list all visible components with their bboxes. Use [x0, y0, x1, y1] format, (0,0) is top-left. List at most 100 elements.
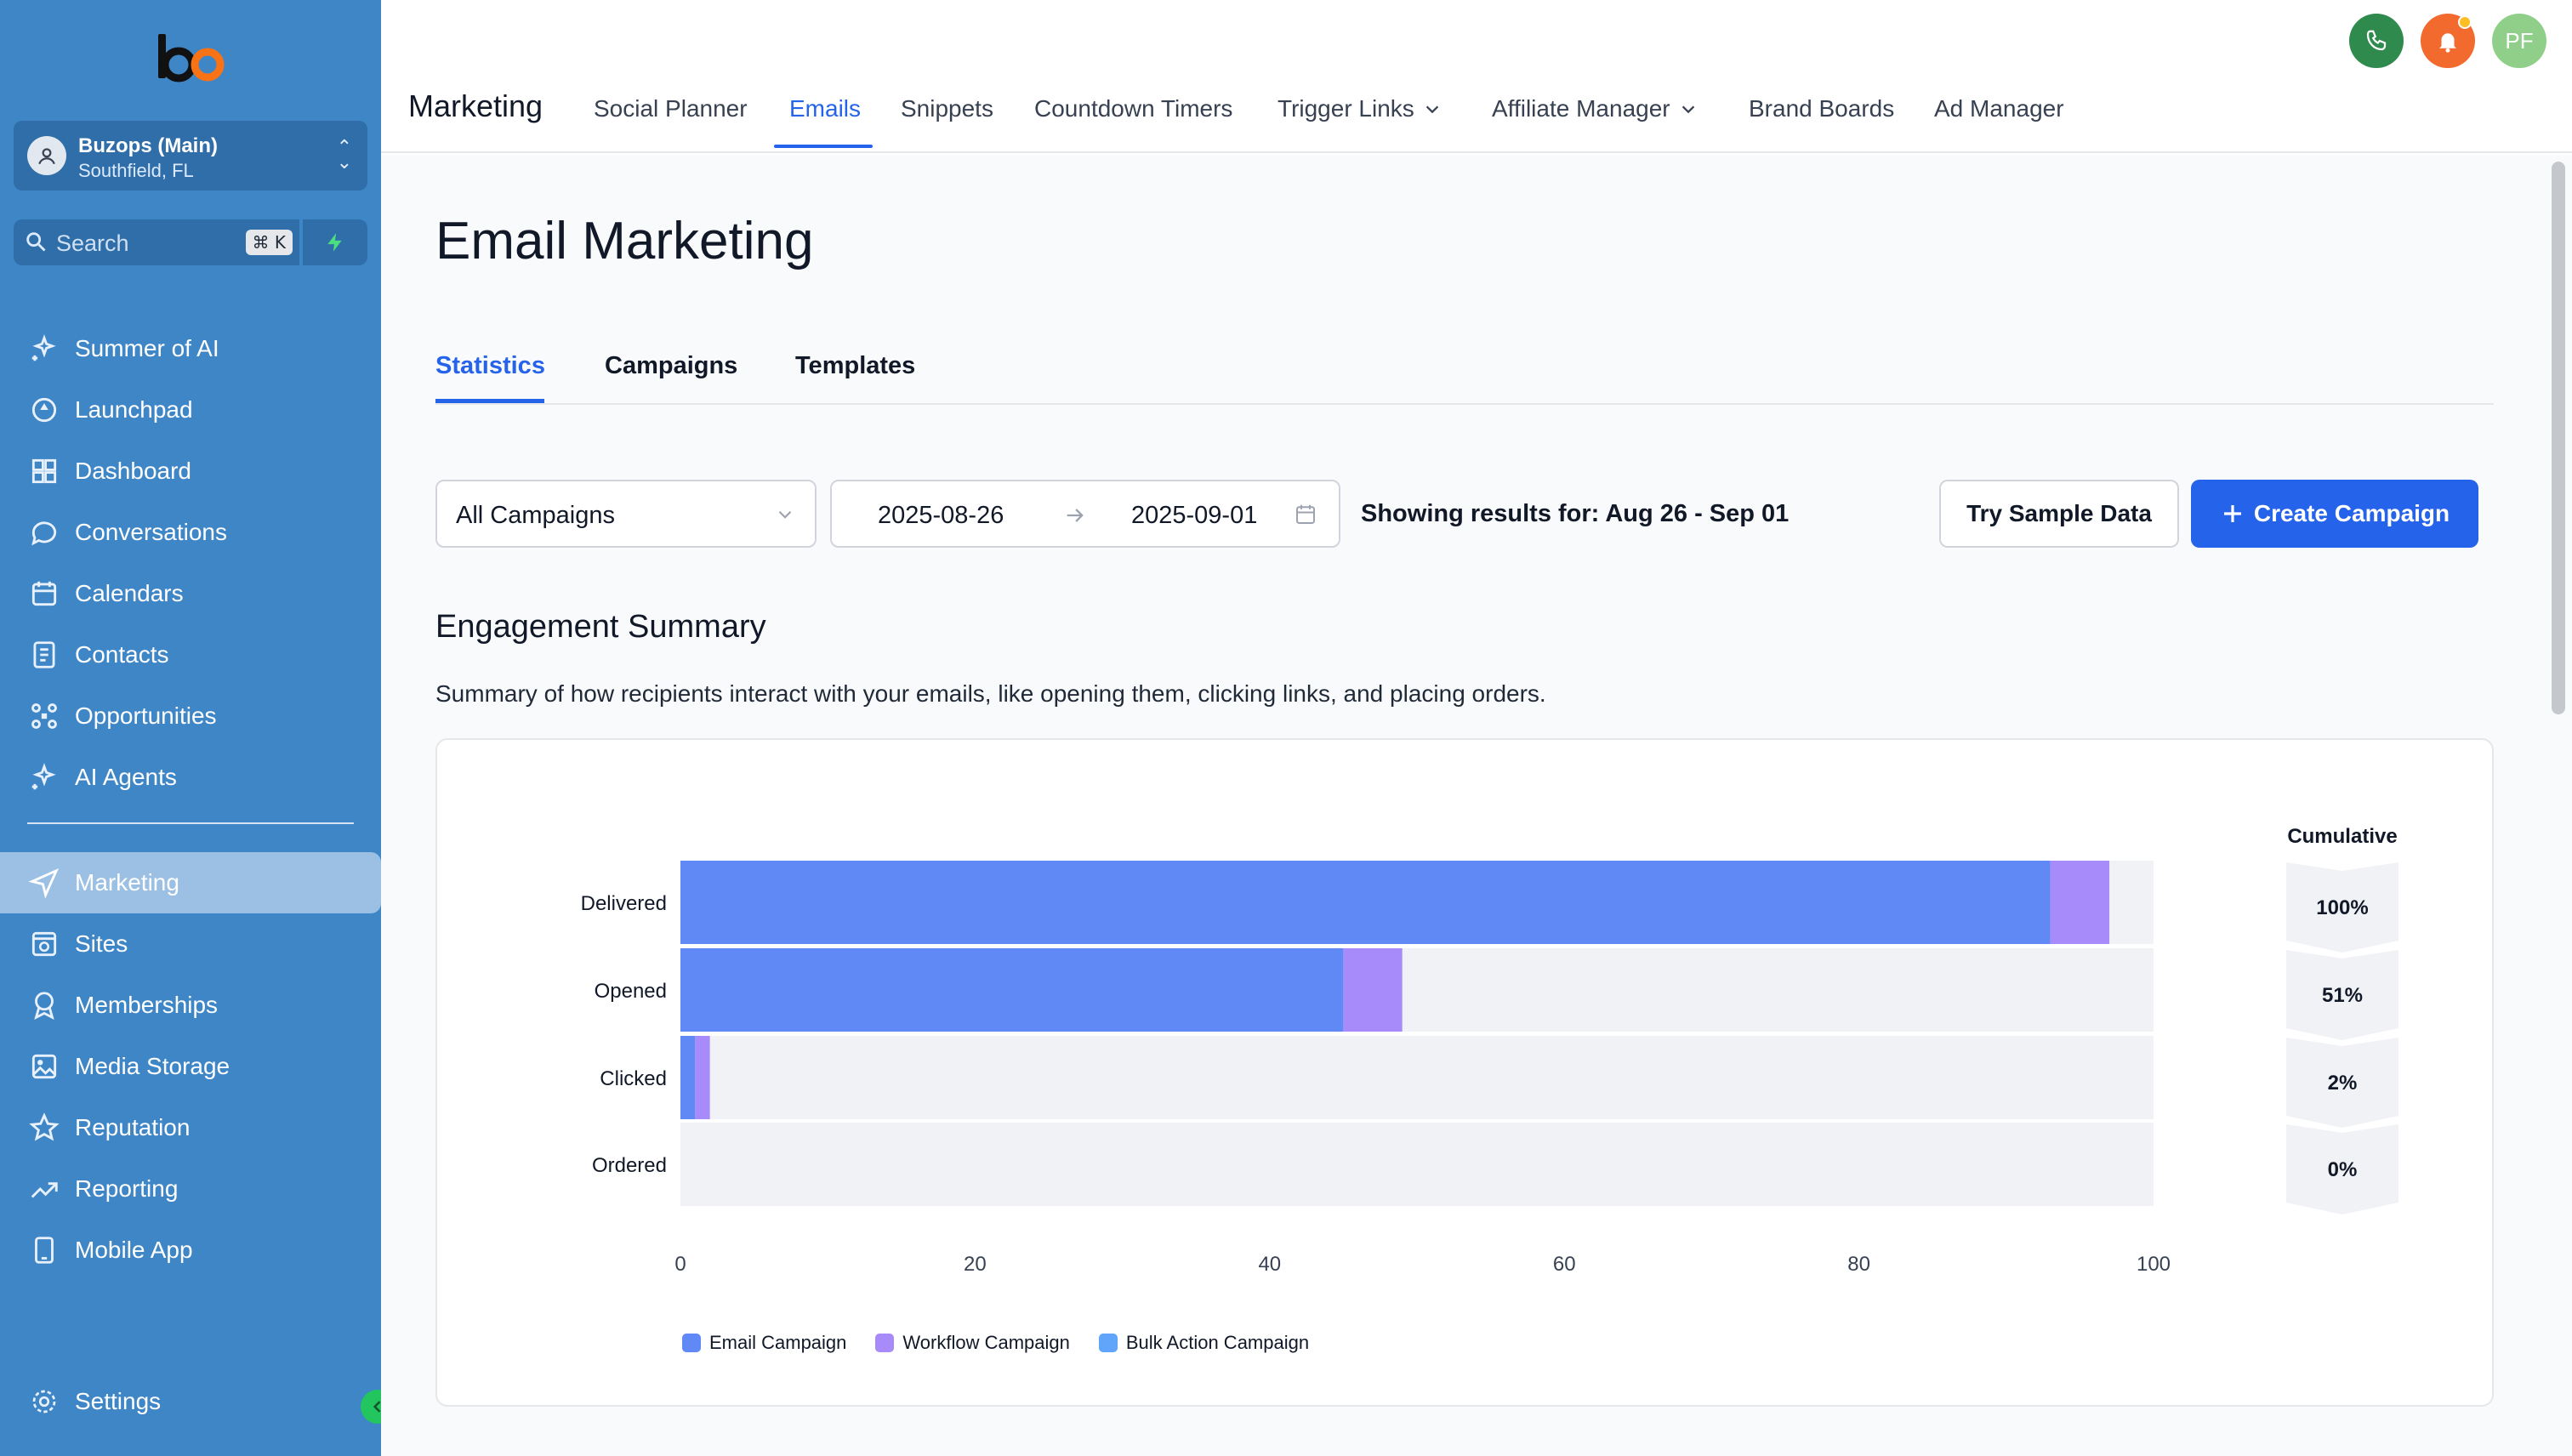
sidebar-item-label: Calendars	[75, 580, 184, 606]
app-title: Marketing	[408, 88, 543, 123]
chevron-updown-icon: ⌃ ⌄	[336, 136, 352, 173]
bar-workflow-campaign	[2050, 861, 2110, 944]
sidebar-item-label: Reputation	[75, 1114, 191, 1140]
sparkles-icon	[27, 332, 61, 366]
bolt-icon	[327, 233, 342, 252]
legend-item-workflow[interactable]: Workflow Campaign	[875, 1332, 1070, 1354]
tab-countdown-timers[interactable]: Countdown Timers	[1034, 95, 1232, 122]
legend-swatch	[682, 1334, 701, 1352]
calendar-icon	[1296, 504, 1315, 524]
tab-templates[interactable]: Templates	[795, 352, 916, 379]
chart-legend: Email Campaign Workflow Campaign Bulk Ac…	[682, 1332, 1309, 1354]
gear-icon	[27, 1385, 61, 1419]
tab-emails[interactable]: Emails	[789, 95, 861, 122]
bell-icon	[2439, 33, 2456, 53]
sidebar-item-ai-agents[interactable]: AI Agents	[0, 747, 381, 808]
sidebar-item-contacts[interactable]: Contacts	[0, 624, 381, 685]
bar-workflow-campaign	[695, 1036, 710, 1119]
tab-label: Social Planner	[594, 95, 748, 122]
cumulative-value: 2%	[2328, 1072, 2358, 1095]
tabs-divider	[435, 403, 2494, 405]
x-tick-label: 40	[1258, 1253, 1281, 1276]
sidebar-item-label: Sites	[75, 930, 128, 957]
sidebar-item-conversations[interactable]: Conversations	[0, 502, 381, 563]
sidebar-item-label: Opportunities	[75, 702, 217, 729]
cumulative-title: Cumulative	[2287, 825, 2398, 848]
sidebar-item-media-storage[interactable]: Media Storage	[0, 1036, 381, 1097]
sidebar-item-marketing[interactable]: Marketing	[0, 852, 381, 913]
sidebar-item-opportunities[interactable]: Opportunities	[0, 685, 381, 747]
tab-ad-manager[interactable]: Ad Manager	[1934, 95, 2064, 122]
legend-swatch	[875, 1334, 895, 1352]
sidebar-item-label: Media Storage	[75, 1053, 230, 1079]
sidebar-item-summer-of-ai[interactable]: Summer of AI	[0, 318, 381, 379]
tab-trigger-links[interactable]: Trigger Links	[1277, 95, 1442, 122]
cumulative-value: 51%	[2322, 984, 2363, 1007]
cumulative-value: 100%	[2316, 896, 2368, 919]
cumulative-value: 0%	[2328, 1158, 2358, 1181]
create-campaign-label: Create Campaign	[2253, 500, 2450, 526]
legend-item-email[interactable]: Email Campaign	[682, 1332, 846, 1354]
tab-statistics[interactable]: Statistics	[435, 352, 545, 379]
quick-action-button[interactable]	[303, 219, 367, 265]
sidebar-item-launchpad[interactable]: Launchpad	[0, 379, 381, 441]
pipeline-icon	[27, 699, 61, 733]
scrollbar[interactable]	[2552, 162, 2565, 714]
sidebar-item-reporting[interactable]: Reporting	[0, 1158, 381, 1220]
chevron-left-icon	[373, 1401, 381, 1413]
tab-brand-boards[interactable]: Brand Boards	[1749, 95, 1894, 122]
sidebar-item-settings[interactable]: Settings	[0, 1371, 381, 1432]
globe-icon	[27, 927, 61, 961]
user-avatar[interactable]: PF	[2492, 14, 2546, 68]
x-tick-label: 100	[2137, 1253, 2171, 1276]
campaign-select[interactable]: All Campaigns	[435, 480, 817, 548]
sidebar-item-memberships[interactable]: Memberships	[0, 975, 381, 1036]
sidebar-item-reputation[interactable]: Reputation	[0, 1097, 381, 1158]
account-switcher[interactable]: Buzops (Main) Southfield, FL ⌃ ⌄	[14, 121, 367, 191]
chevron-down-icon	[1425, 105, 1439, 114]
bar-email-campaign	[680, 1036, 696, 1119]
trend-icon	[27, 1172, 61, 1206]
section-description: Summary of how recipients interact with …	[435, 680, 1546, 707]
image-icon	[27, 1049, 61, 1083]
date-range-picker[interactable]: 2025-08-26 2025-09-01	[830, 480, 1340, 548]
tab-social-planner[interactable]: Social Planner	[594, 95, 748, 122]
chevron-down-icon	[778, 510, 792, 519]
account-location: Southfield, FL	[78, 160, 194, 181]
category-label: Clicked	[600, 1067, 667, 1090]
tab-snippets[interactable]: Snippets	[901, 95, 993, 122]
legend-swatch	[1098, 1334, 1118, 1352]
tab-campaigns[interactable]: Campaigns	[605, 352, 738, 379]
search-placeholder: Search	[56, 230, 129, 256]
location-icon	[27, 136, 66, 175]
sidebar-item-label: Memberships	[75, 992, 219, 1018]
sidebar-item-dashboard[interactable]: Dashboard	[0, 441, 381, 502]
results-range-text: Showing results for: Aug 26 - Sep 01	[1361, 500, 1790, 527]
search-input[interactable]: Search ⌘ K	[14, 219, 299, 265]
try-sample-data-button[interactable]: Try Sample Data	[1939, 480, 2179, 548]
tab-label: Brand Boards	[1749, 95, 1895, 122]
shortcut-badge: ⌘ K	[245, 230, 293, 255]
create-campaign-button[interactable]: Create Campaign	[2191, 480, 2478, 548]
legend-label: Bulk Action Campaign	[1125, 1332, 1310, 1353]
rocket-icon	[27, 393, 61, 427]
tab-affiliate-manager[interactable]: Affiliate Manager	[1492, 95, 1698, 122]
sidebar-item-sites[interactable]: Sites	[0, 913, 381, 975]
bar-workflow-campaign	[1343, 948, 1403, 1032]
legend-label: Email Campaign	[709, 1332, 847, 1353]
bar-track	[680, 1123, 2154, 1206]
account-name: Buzops (Main)	[78, 134, 218, 157]
send-icon	[27, 866, 61, 900]
tab-label: Countdown Timers	[1034, 95, 1233, 122]
sidebar-item-calendars[interactable]: Calendars	[0, 563, 381, 624]
brand-logo[interactable]	[155, 29, 226, 83]
bar-track	[680, 1036, 2154, 1119]
sidebar-item-mobile-app[interactable]: Mobile App	[0, 1220, 381, 1281]
cumulative-badge	[2286, 1038, 2398, 1128]
phone-button[interactable]	[2349, 14, 2404, 68]
legend-item-bulk[interactable]: Bulk Action Campaign	[1098, 1332, 1310, 1354]
active-tab-indicator	[774, 145, 873, 148]
x-tick-label: 20	[964, 1253, 987, 1276]
notification-dot	[2458, 15, 2472, 29]
